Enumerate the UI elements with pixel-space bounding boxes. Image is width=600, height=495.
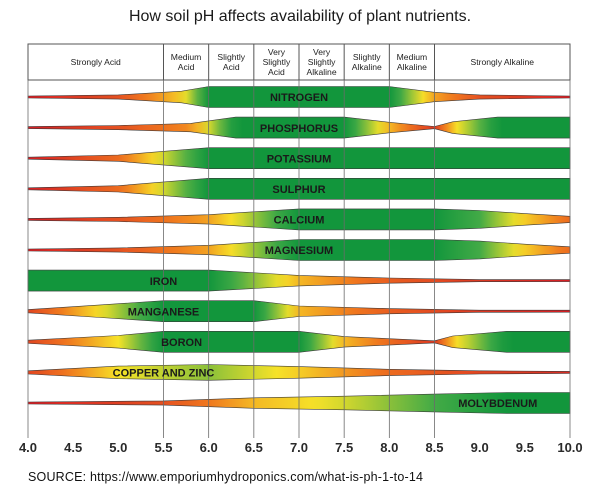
band-label: MOLYBDENUM xyxy=(458,398,537,410)
zone-label: Very Slightly Acid xyxy=(263,47,291,77)
x-tick-label: 6.5 xyxy=(245,440,263,455)
zone-label: Strongly Alkaline xyxy=(470,57,534,67)
x-tick-label: 5.5 xyxy=(154,440,172,455)
band-label: BORON xyxy=(161,337,202,349)
x-tick-label: 8.5 xyxy=(425,440,443,455)
labels-layer: Strongly Acid Medium Acid Slightly Acid Very S… xyxy=(19,47,583,455)
band-label: SULPHUR xyxy=(272,184,325,196)
x-tick-label: 4.0 xyxy=(19,440,37,455)
chart-title: How soil pH affects availability of plan… xyxy=(128,8,472,25)
zone-label: Slightly Acid xyxy=(217,52,245,72)
band-label: COPPER AND ZINC xyxy=(113,368,215,380)
x-tick-label: 5.0 xyxy=(109,440,127,455)
band-label: IRON xyxy=(150,276,178,288)
x-tick-label: 6.0 xyxy=(200,440,218,455)
band-label: PHOSPHORUS xyxy=(260,123,338,135)
band-label: MAGNESIUM xyxy=(265,245,333,257)
nutrient-availability-chart: Strongly Acid Medium Acid Slightly Acid Very S… xyxy=(19,43,583,455)
x-tick-label: 7.5 xyxy=(335,440,353,455)
zone-label: Very Slightly Alkaline xyxy=(307,47,337,77)
band-label: POTASSIUM xyxy=(267,153,332,165)
source-note: SOURCE: https://www.emporiumhydroponics.… xyxy=(28,470,424,484)
x-tick-label: 4.5 xyxy=(64,440,82,455)
zone-label: Strongly Acid xyxy=(71,57,121,67)
x-tick-label: 9.0 xyxy=(471,440,489,455)
x-tick-label: 7.0 xyxy=(290,440,308,455)
x-tick-label: 10.0 xyxy=(557,440,582,455)
frame-layer xyxy=(27,43,571,438)
zone-label: Slightly Alkaline xyxy=(352,52,382,72)
band-label: MANGANESE xyxy=(128,306,200,318)
x-tick-label: 9.5 xyxy=(516,440,534,455)
band-label: NITROGEN xyxy=(270,92,328,104)
x-tick-label: 8.0 xyxy=(380,440,398,455)
zone-label: Medium Alkaline xyxy=(397,52,428,72)
band-label: CALCIUM xyxy=(274,215,325,227)
zone-label: Medium Acid xyxy=(171,52,202,72)
